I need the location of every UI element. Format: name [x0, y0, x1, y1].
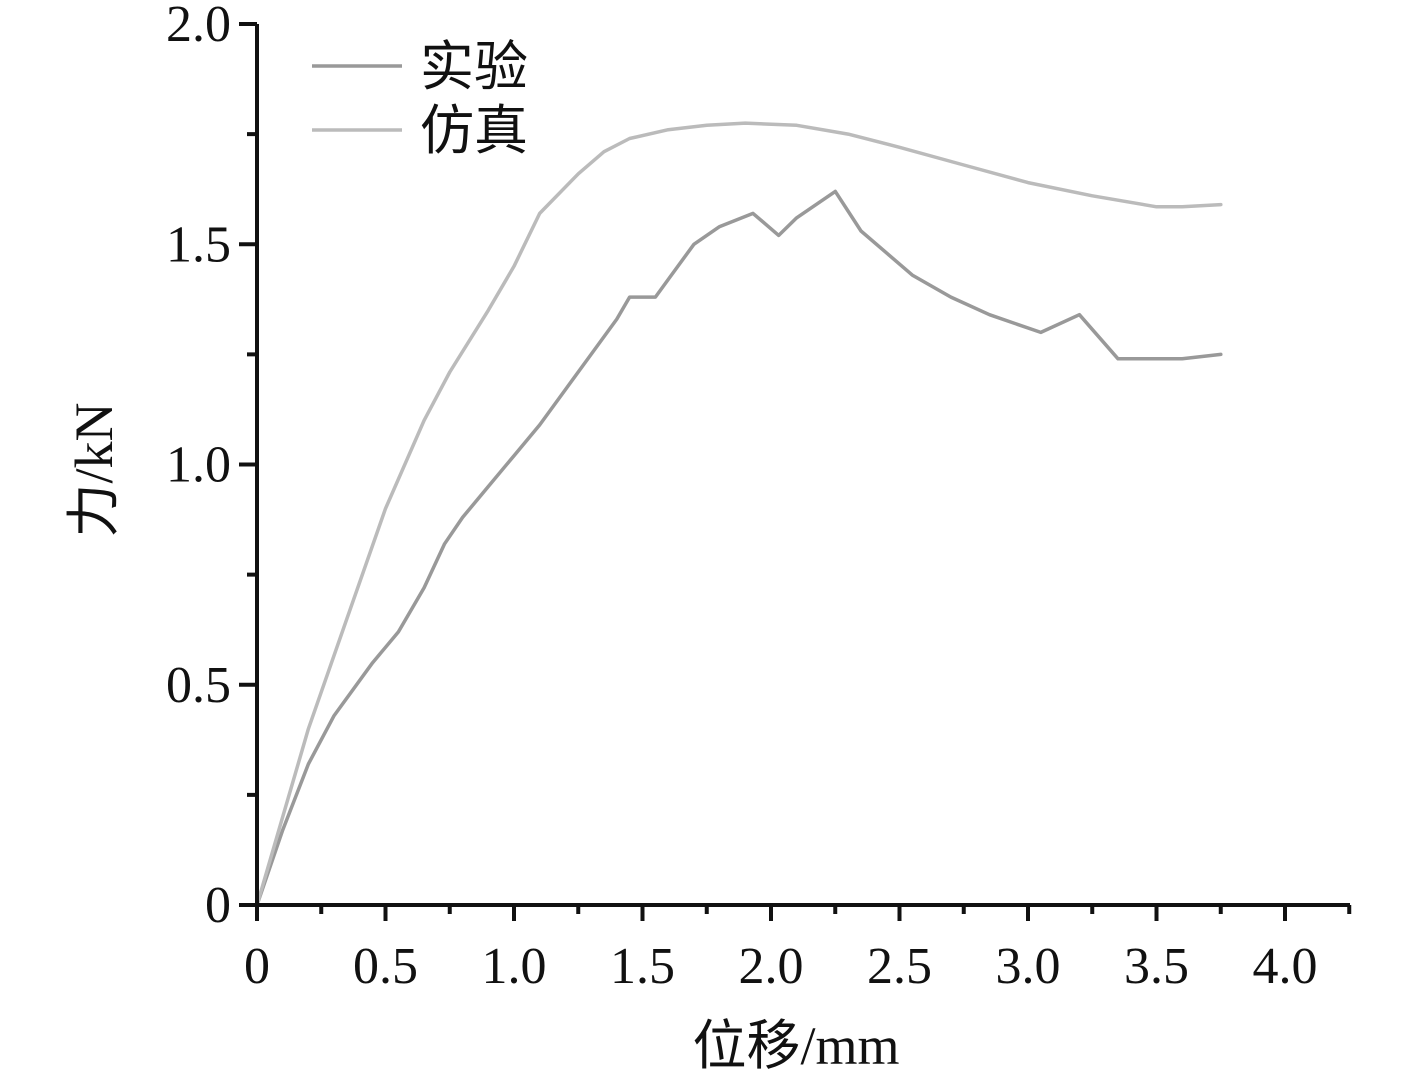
series-line-1	[255, 189, 1223, 907]
x-tick-label: 0.5	[353, 938, 418, 995]
x-tick-label: 3.5	[1124, 938, 1189, 995]
x-tick-label: 0	[244, 938, 270, 995]
x-tick-label: 3.0	[996, 938, 1061, 995]
series-line-2	[255, 121, 1223, 907]
x-tick-label: 1.5	[610, 938, 675, 995]
y-tick-label: 0.5	[166, 657, 231, 714]
x-tick-label: 2.0	[739, 938, 804, 995]
y-tick-label: 2.0	[166, 0, 231, 53]
x-tick-label: 2.5	[867, 938, 932, 995]
y-tick-label: 0	[205, 877, 231, 934]
x-tick-label: 1.0	[482, 938, 547, 995]
x-axis-title: 位移/mm	[692, 1016, 899, 1076]
y-tick-label: 1.5	[166, 216, 231, 273]
y-axis-title: 力/kN	[64, 403, 124, 538]
legend-label-1: 实验	[420, 37, 528, 97]
x-tick-label: 4.0	[1253, 938, 1318, 995]
series-layer	[255, 121, 1223, 907]
legend-label-2: 仿真	[420, 101, 528, 161]
y-tick-label: 1.0	[166, 437, 231, 494]
ticks-layer: 0 0.5 1.0 1.5 2.0 0 0.5 1.0 1.5 2.0 2.5 3.0 3.5 4.0	[166, 0, 1352, 995]
